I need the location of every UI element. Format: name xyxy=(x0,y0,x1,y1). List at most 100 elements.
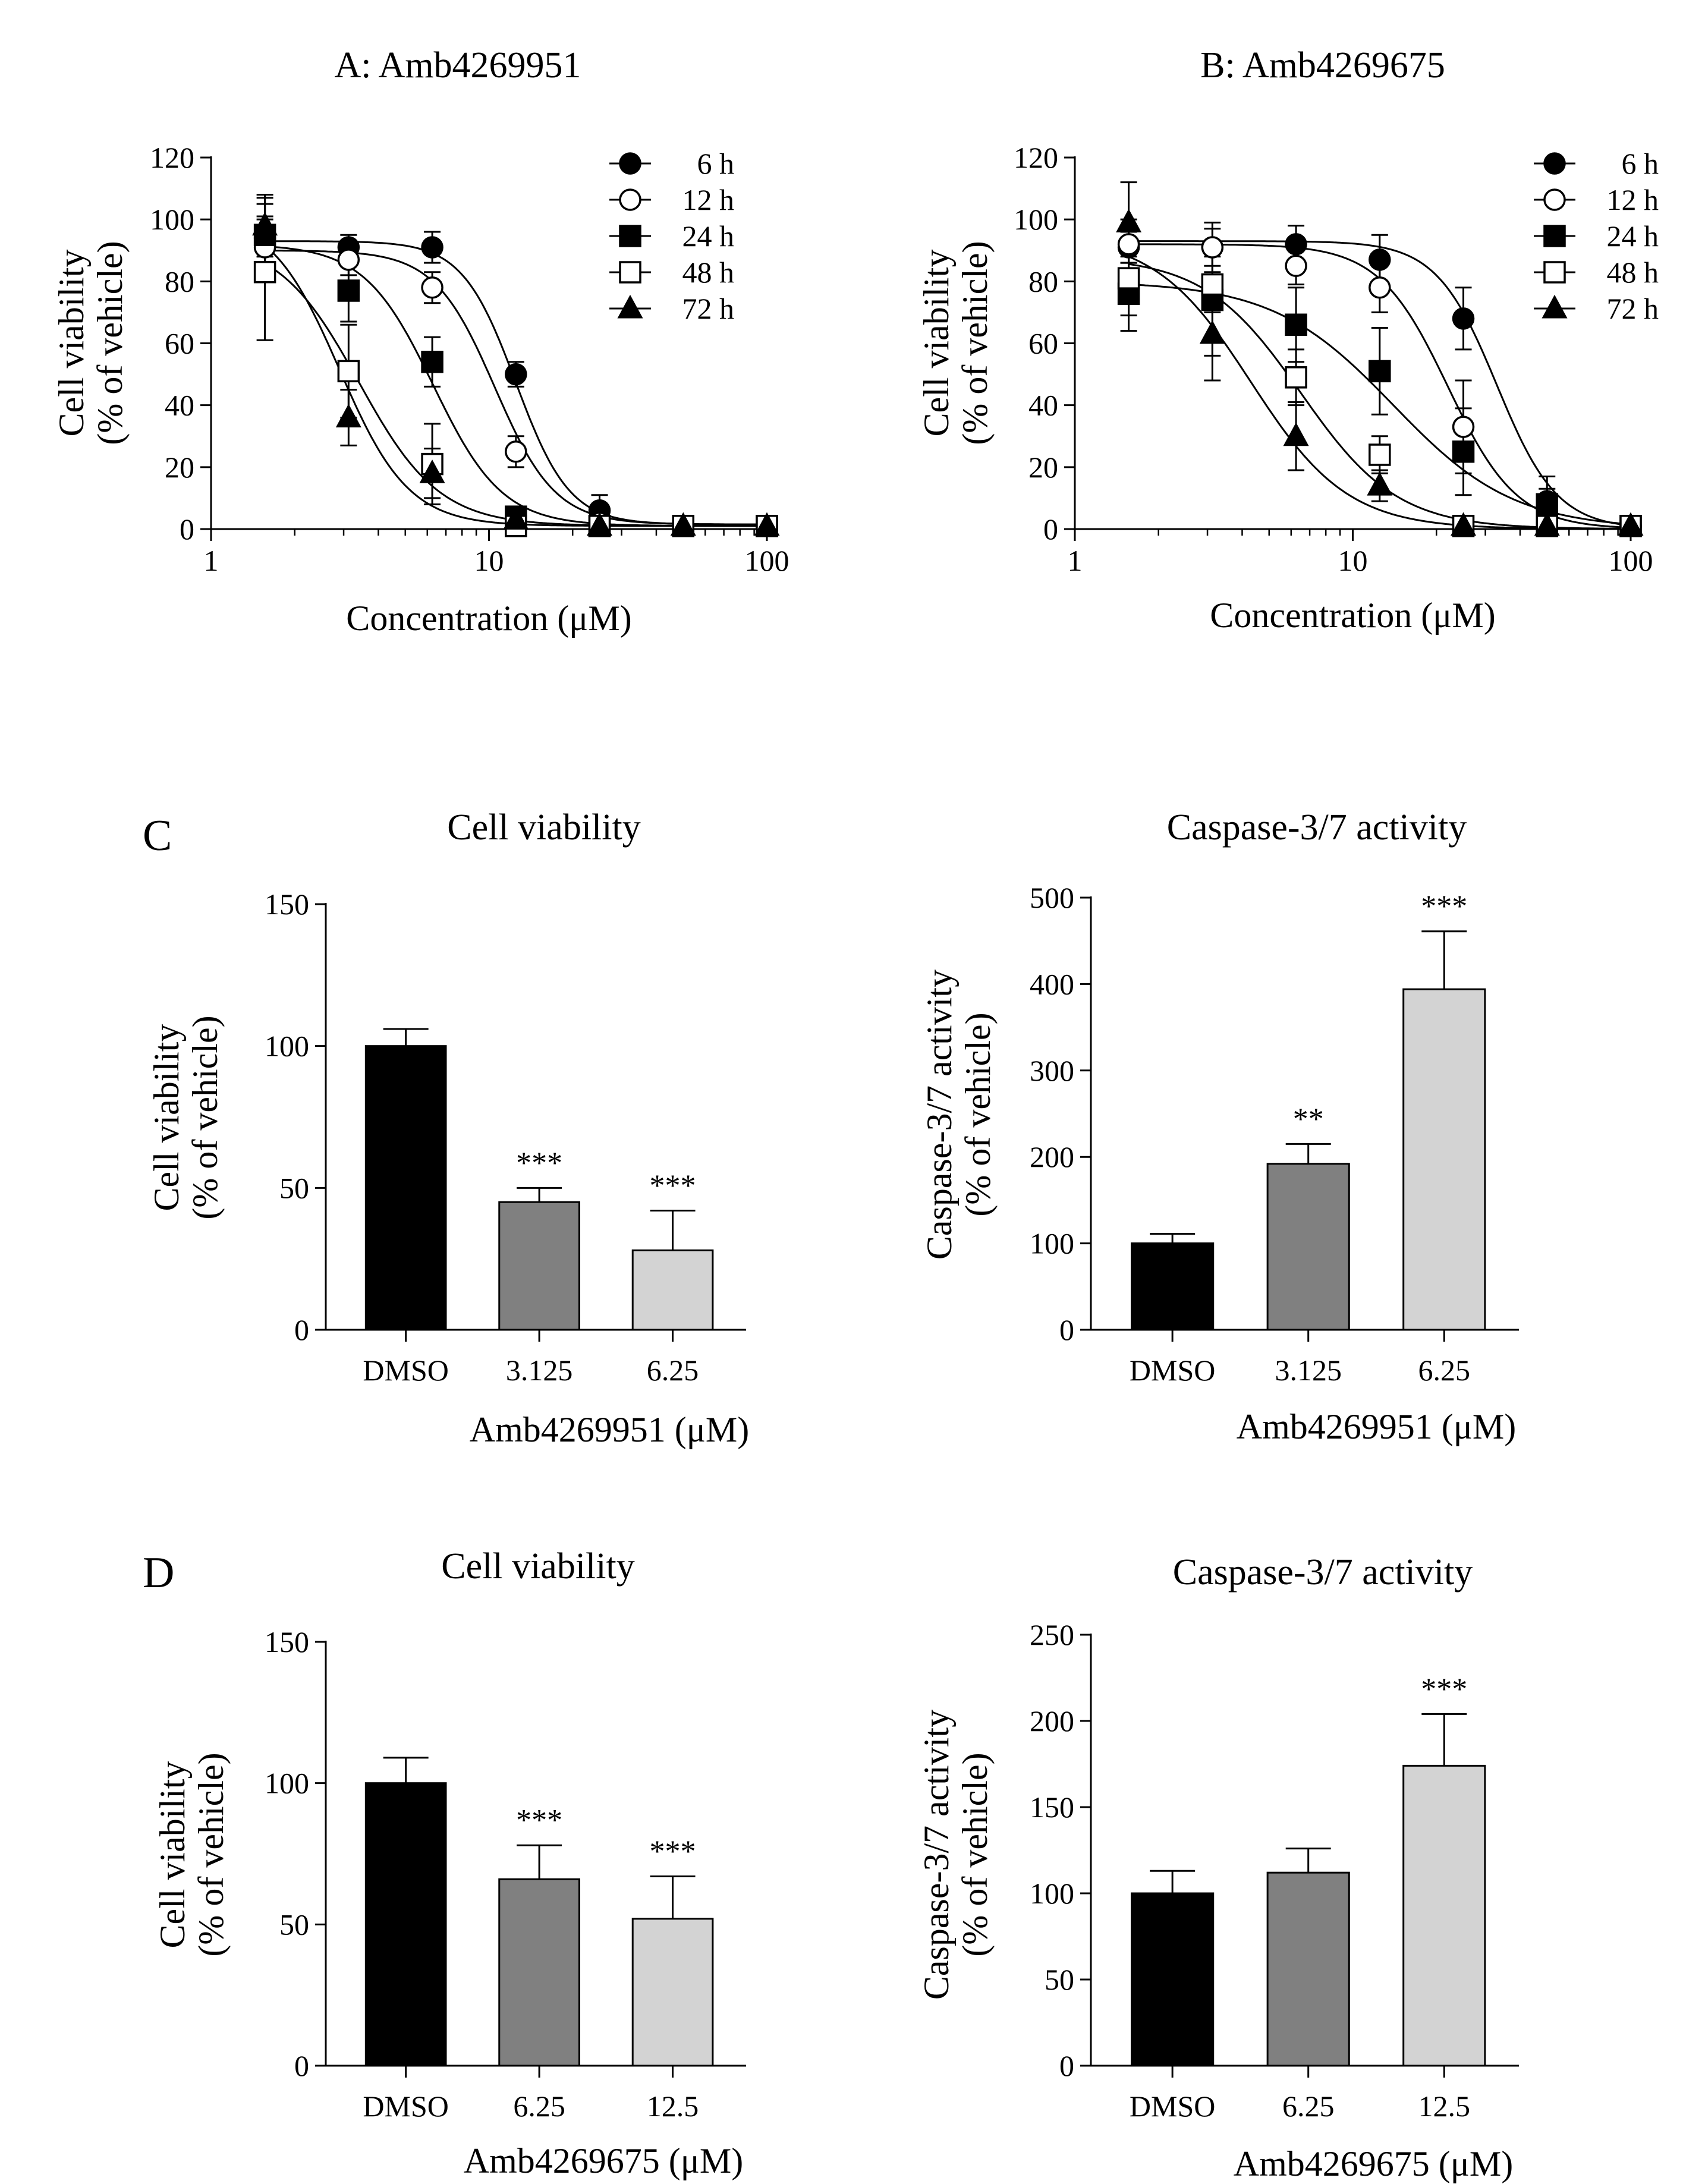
x-tick-label: 100 xyxy=(745,544,789,577)
y-tick-label: 100 xyxy=(265,1767,309,1800)
panel-letter: D xyxy=(143,1549,174,1597)
x-axis-label: Amb4269951 (μM) xyxy=(470,1410,749,1449)
x-tick-label: 3.125 xyxy=(506,1354,573,1387)
bar xyxy=(631,1249,714,1331)
y-tick-label: 100 xyxy=(265,1030,309,1063)
x-tick-label: DMSO xyxy=(1130,1354,1215,1387)
x-tick-label: 12.5 xyxy=(1418,2089,1471,2123)
data-point xyxy=(252,212,278,236)
data-point xyxy=(1285,366,1307,389)
y-tick-label: 0 xyxy=(294,1313,309,1346)
data-point xyxy=(1452,440,1475,463)
y-axis-label: (% of vehicle) xyxy=(191,1752,231,1956)
legend-label: 24 h xyxy=(682,219,735,253)
y-tick-label: 0 xyxy=(1059,1313,1074,1346)
bar xyxy=(498,1201,580,1331)
y-axis-label: Cell viability xyxy=(147,1024,186,1211)
y-tick-label: 80 xyxy=(1028,265,1058,298)
legend-marker xyxy=(1543,261,1566,284)
chart-d-right: Caspase-3/7 activity Caspase-3/7 activity… xyxy=(917,1552,1519,2183)
y-tick-label: 50 xyxy=(279,1908,309,1941)
bar xyxy=(1131,1242,1215,1331)
y-tick-label: 0 xyxy=(1059,2049,1074,2082)
x-tick-label: 10 xyxy=(1338,544,1368,577)
y-axis-label: Cell viability xyxy=(917,250,956,437)
data-point xyxy=(587,512,613,536)
chart-title: Caspase-3/7 activity xyxy=(1173,1552,1473,1593)
significance-label: *** xyxy=(1421,1672,1467,1706)
data-point xyxy=(503,506,529,530)
legend-label: 48 h xyxy=(1607,256,1659,289)
legend-label: 6 h xyxy=(697,147,735,180)
legend-marker xyxy=(619,152,641,175)
bar xyxy=(1131,1892,1215,2067)
bar xyxy=(1266,1163,1350,1331)
legend: 6 h12 h24 h48 h72 h xyxy=(1534,147,1659,325)
significance-label: *** xyxy=(516,1804,562,1837)
y-tick-label: 300 xyxy=(1030,1054,1074,1087)
data-point xyxy=(421,276,443,299)
legend-label: 72 h xyxy=(1607,292,1659,325)
data-point xyxy=(1452,416,1475,438)
data-point xyxy=(1367,471,1393,496)
y-tick-label: 400 xyxy=(1030,967,1074,1000)
y-axis-label: Cell viability xyxy=(52,250,91,437)
legend-marker xyxy=(619,261,641,284)
data-point xyxy=(1369,360,1391,383)
significance-label: ** xyxy=(1293,1102,1324,1136)
x-tick-label: 6.25 xyxy=(1418,1354,1471,1387)
data-point xyxy=(1618,512,1644,536)
legend-marker xyxy=(1542,294,1568,319)
legend-label: 48 h xyxy=(682,256,735,289)
x-tick-label: 100 xyxy=(1609,544,1653,577)
legend-label: 12 h xyxy=(682,183,735,216)
data-point xyxy=(1117,267,1140,289)
x-axis-label: Amb4269675 (μM) xyxy=(1234,2144,1513,2183)
x-tick-label: 3.125 xyxy=(1275,1354,1342,1387)
y-tick-label: 50 xyxy=(1045,1963,1074,1996)
x-tick-label: 10 xyxy=(474,544,504,577)
chart-b: B: Amb4269675 Cell viability (% of vehicle… xyxy=(917,45,1659,635)
significance-label: *** xyxy=(650,1835,696,1869)
legend-label: 24 h xyxy=(1607,219,1659,253)
y-tick-label: 0 xyxy=(294,2049,309,2082)
x-axis-label: Amb4269951 (μM) xyxy=(1237,1407,1516,1446)
x-tick-label: 6.25 xyxy=(513,2089,565,2123)
y-tick-label: 100 xyxy=(1030,1227,1074,1260)
legend-label: 12 h xyxy=(1607,183,1659,216)
data-point xyxy=(337,360,360,383)
data-point xyxy=(1285,254,1307,278)
y-axis-label: (% of vehicle) xyxy=(958,1012,998,1216)
chart-title: B: Amb4269675 xyxy=(1200,45,1445,86)
y-tick-label: 150 xyxy=(1030,1790,1074,1824)
y-tick-label: 20 xyxy=(165,451,194,484)
bar xyxy=(1402,988,1486,1331)
legend-marker xyxy=(617,294,643,319)
data-point xyxy=(337,279,360,302)
legend-marker xyxy=(1543,188,1566,211)
x-axis-label: Concentration (μM) xyxy=(346,599,631,638)
chart-a: A: Amb4269951 Cell viability (% of vehicle… xyxy=(52,45,789,638)
y-axis-label: (% of vehicle) xyxy=(955,241,995,445)
data-point xyxy=(1199,320,1225,344)
data-point xyxy=(1451,512,1477,536)
data-point xyxy=(754,512,780,536)
x-tick-label: 12.5 xyxy=(647,2089,699,2123)
data-point xyxy=(1117,233,1140,256)
bar xyxy=(364,1045,447,1331)
data-point xyxy=(670,512,696,536)
bar xyxy=(498,1878,580,2067)
data-point xyxy=(1536,493,1559,516)
y-tick-label: 0 xyxy=(180,512,194,546)
y-tick-label: 0 xyxy=(1043,512,1058,546)
data-point xyxy=(419,460,445,483)
y-axis-label: (% of vehicle) xyxy=(955,1752,995,1956)
x-tick-label: DMSO xyxy=(363,1354,448,1387)
y-tick-label: 100 xyxy=(150,203,194,236)
bar xyxy=(364,1782,447,2067)
y-axis-label: (% of vehicle) xyxy=(185,1015,225,1219)
y-tick-label: 40 xyxy=(165,389,194,422)
y-tick-label: 120 xyxy=(150,141,194,174)
y-tick-label: 50 xyxy=(279,1171,309,1204)
